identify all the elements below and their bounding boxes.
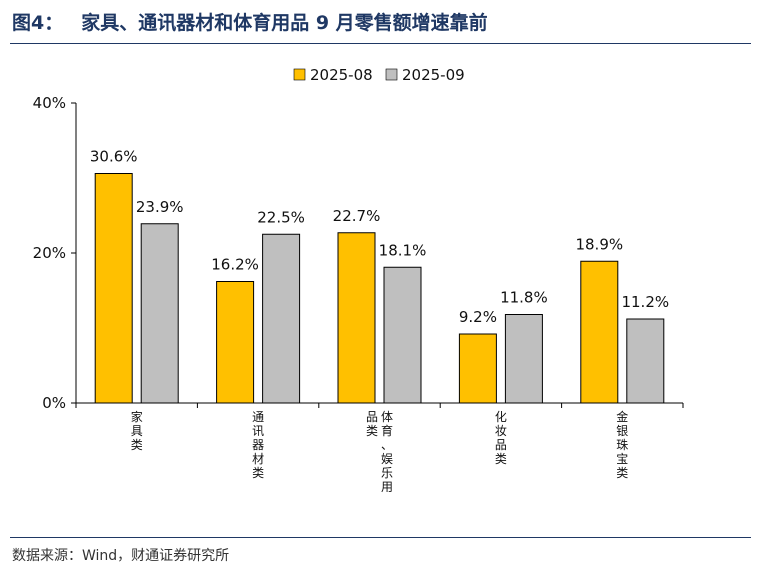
category-label: 家具类 bbox=[131, 409, 143, 452]
y-tick-label: 20% bbox=[33, 244, 66, 262]
title-rule bbox=[10, 43, 751, 44]
data-label: 23.9% bbox=[136, 198, 184, 216]
data-label: 22.5% bbox=[257, 208, 305, 226]
data-label: 18.1% bbox=[379, 241, 427, 259]
data-label: 9.2% bbox=[459, 308, 497, 326]
bar-2025-09 bbox=[626, 318, 665, 404]
bar-2025-08 bbox=[94, 173, 133, 404]
category-label: 金银珠宝类 bbox=[616, 409, 628, 480]
figure-title: 图4： 家具、通讯器材和体育用品 9 月零售额增速靠前 bbox=[12, 8, 488, 35]
legend-label: 2025-09 bbox=[402, 66, 465, 84]
bar-2025-08 bbox=[458, 333, 497, 404]
data-source: 数据来源：Wind，财通证券研究所 bbox=[12, 548, 230, 564]
legend-swatch bbox=[293, 68, 306, 81]
category-label: 体育、娱乐用品类 bbox=[366, 410, 393, 494]
y-tick-label: 40% bbox=[33, 94, 66, 112]
y-tick-label: 0% bbox=[42, 394, 66, 412]
bar-2025-08 bbox=[580, 260, 619, 404]
data-label: 22.7% bbox=[333, 207, 381, 225]
legend-label: 2025-08 bbox=[310, 66, 373, 84]
category-label: 通讯器材类 bbox=[252, 410, 264, 480]
figure-title-text: 家具、通讯器材和体育用品 9 月零售额增速靠前 bbox=[81, 12, 488, 34]
bar-2025-09 bbox=[504, 314, 543, 404]
data-label: 11.8% bbox=[500, 289, 548, 307]
legend-swatch bbox=[385, 68, 398, 81]
bar-2025-09 bbox=[140, 223, 179, 404]
figure-number: 图4： bbox=[12, 12, 64, 34]
bar-2025-09 bbox=[383, 266, 422, 404]
category-label: 化妆品类 bbox=[495, 410, 507, 466]
data-label: 30.6% bbox=[90, 148, 138, 166]
data-label: 11.2% bbox=[621, 293, 669, 311]
data-label: 16.2% bbox=[211, 256, 259, 274]
footer-rule bbox=[10, 537, 751, 538]
bar-2025-09 bbox=[262, 233, 301, 404]
bar-2025-08 bbox=[337, 232, 376, 404]
bar-2025-08 bbox=[216, 281, 255, 404]
data-label: 18.9% bbox=[575, 235, 623, 253]
